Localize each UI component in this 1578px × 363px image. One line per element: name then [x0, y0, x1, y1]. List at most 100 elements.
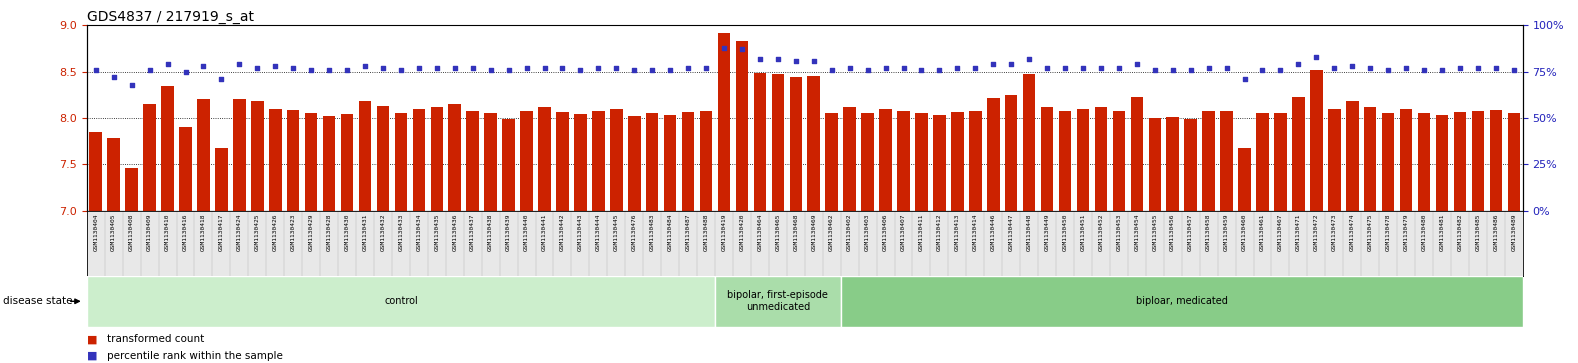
- Bar: [180, 127, 193, 211]
- Point: [1179, 67, 1204, 73]
- Text: GSM1130448: GSM1130448: [1027, 214, 1032, 251]
- Point: [712, 45, 737, 50]
- Point: [352, 63, 377, 69]
- Text: GSM1130411: GSM1130411: [918, 214, 925, 251]
- Bar: [879, 109, 892, 211]
- Point: [1430, 67, 1455, 73]
- Text: GSM1130454: GSM1130454: [1135, 214, 1139, 251]
- Text: GSM1130443: GSM1130443: [578, 214, 582, 251]
- Bar: [1273, 113, 1286, 211]
- Text: GSM1130462: GSM1130462: [828, 214, 835, 251]
- Bar: [1490, 110, 1502, 211]
- Bar: [1112, 111, 1125, 211]
- Text: GSM1130432: GSM1130432: [380, 214, 385, 251]
- Point: [1124, 61, 1149, 67]
- Text: GSM1130468: GSM1130468: [794, 214, 798, 251]
- Point: [1160, 67, 1185, 73]
- Text: GSM1130407: GSM1130407: [901, 214, 906, 251]
- Bar: [735, 41, 748, 211]
- Text: GSM1130406: GSM1130406: [884, 214, 888, 251]
- Bar: [699, 111, 712, 211]
- Bar: [125, 168, 137, 211]
- Text: GSM1130459: GSM1130459: [1225, 214, 1229, 251]
- Bar: [1095, 107, 1108, 211]
- Bar: [825, 113, 838, 211]
- Point: [622, 67, 647, 73]
- Point: [1340, 63, 1365, 69]
- Text: percentile rank within the sample: percentile rank within the sample: [107, 351, 282, 361]
- Point: [1447, 65, 1472, 71]
- Point: [1303, 54, 1329, 60]
- Bar: [251, 101, 264, 211]
- Point: [1393, 65, 1419, 71]
- Point: [549, 65, 574, 71]
- Bar: [952, 113, 964, 211]
- Text: GSM1130409: GSM1130409: [147, 214, 151, 251]
- Point: [1196, 65, 1221, 71]
- Point: [568, 67, 593, 73]
- Text: GSM1130430: GSM1130430: [344, 214, 350, 251]
- Text: GSM1130476: GSM1130476: [631, 214, 638, 251]
- Text: GSM1130488: GSM1130488: [704, 214, 709, 251]
- Text: bipolar, first-episode
unmedicated: bipolar, first-episode unmedicated: [727, 290, 828, 312]
- Point: [371, 65, 396, 71]
- Point: [442, 65, 467, 71]
- Text: GSM1130482: GSM1130482: [1458, 214, 1463, 251]
- Point: [909, 67, 934, 73]
- Bar: [144, 104, 156, 211]
- Bar: [521, 111, 533, 211]
- Text: GSM1130404: GSM1130404: [93, 214, 98, 251]
- Text: transformed count: transformed count: [107, 334, 205, 344]
- Point: [658, 67, 683, 73]
- Point: [1411, 67, 1436, 73]
- Point: [191, 63, 216, 69]
- Text: GSM1130489: GSM1130489: [1512, 214, 1516, 251]
- Text: GSM1130402: GSM1130402: [847, 214, 852, 251]
- Bar: [1417, 113, 1430, 211]
- Text: GSM1130467: GSM1130467: [1278, 214, 1283, 251]
- Bar: [1076, 109, 1089, 211]
- Text: GSM1130416: GSM1130416: [183, 214, 188, 251]
- Bar: [1346, 101, 1359, 211]
- Point: [873, 65, 898, 71]
- Text: GSM1130413: GSM1130413: [955, 214, 959, 251]
- Text: GSM1130403: GSM1130403: [865, 214, 869, 251]
- Text: GSM1130444: GSM1130444: [596, 214, 601, 251]
- Bar: [1436, 115, 1449, 211]
- Text: GSM1130441: GSM1130441: [541, 214, 548, 251]
- Text: GSM1130457: GSM1130457: [1188, 214, 1193, 251]
- Text: GSM1130420: GSM1130420: [740, 214, 745, 251]
- Text: GSM1130434: GSM1130434: [417, 214, 421, 251]
- Bar: [789, 77, 802, 211]
- Bar: [555, 113, 568, 211]
- Text: GSM1130408: GSM1130408: [129, 214, 134, 251]
- Point: [406, 65, 431, 71]
- Text: GSM1130440: GSM1130440: [524, 214, 529, 251]
- Point: [748, 56, 773, 62]
- Point: [317, 67, 342, 73]
- Point: [461, 65, 486, 71]
- Text: GSM1130412: GSM1130412: [937, 214, 942, 251]
- Bar: [986, 98, 999, 211]
- Text: GSM1130481: GSM1130481: [1439, 214, 1444, 251]
- Bar: [841, 276, 1523, 327]
- Text: GSM1130469: GSM1130469: [811, 214, 816, 251]
- Text: GSM1130478: GSM1130478: [1385, 214, 1390, 251]
- Text: GSM1130410: GSM1130410: [166, 214, 170, 251]
- Bar: [268, 109, 281, 211]
- Bar: [628, 116, 641, 211]
- Point: [675, 65, 701, 71]
- Text: disease state: disease state: [3, 296, 73, 306]
- Bar: [448, 104, 461, 211]
- Bar: [862, 113, 874, 211]
- Text: GSM1130447: GSM1130447: [1008, 214, 1013, 251]
- Point: [245, 65, 270, 71]
- Point: [802, 58, 827, 64]
- Text: GSM1130465: GSM1130465: [775, 214, 781, 251]
- Point: [926, 67, 952, 73]
- Point: [388, 67, 413, 73]
- Point: [1250, 67, 1275, 73]
- Point: [999, 61, 1024, 67]
- Bar: [358, 101, 371, 211]
- Text: ■: ■: [87, 334, 98, 344]
